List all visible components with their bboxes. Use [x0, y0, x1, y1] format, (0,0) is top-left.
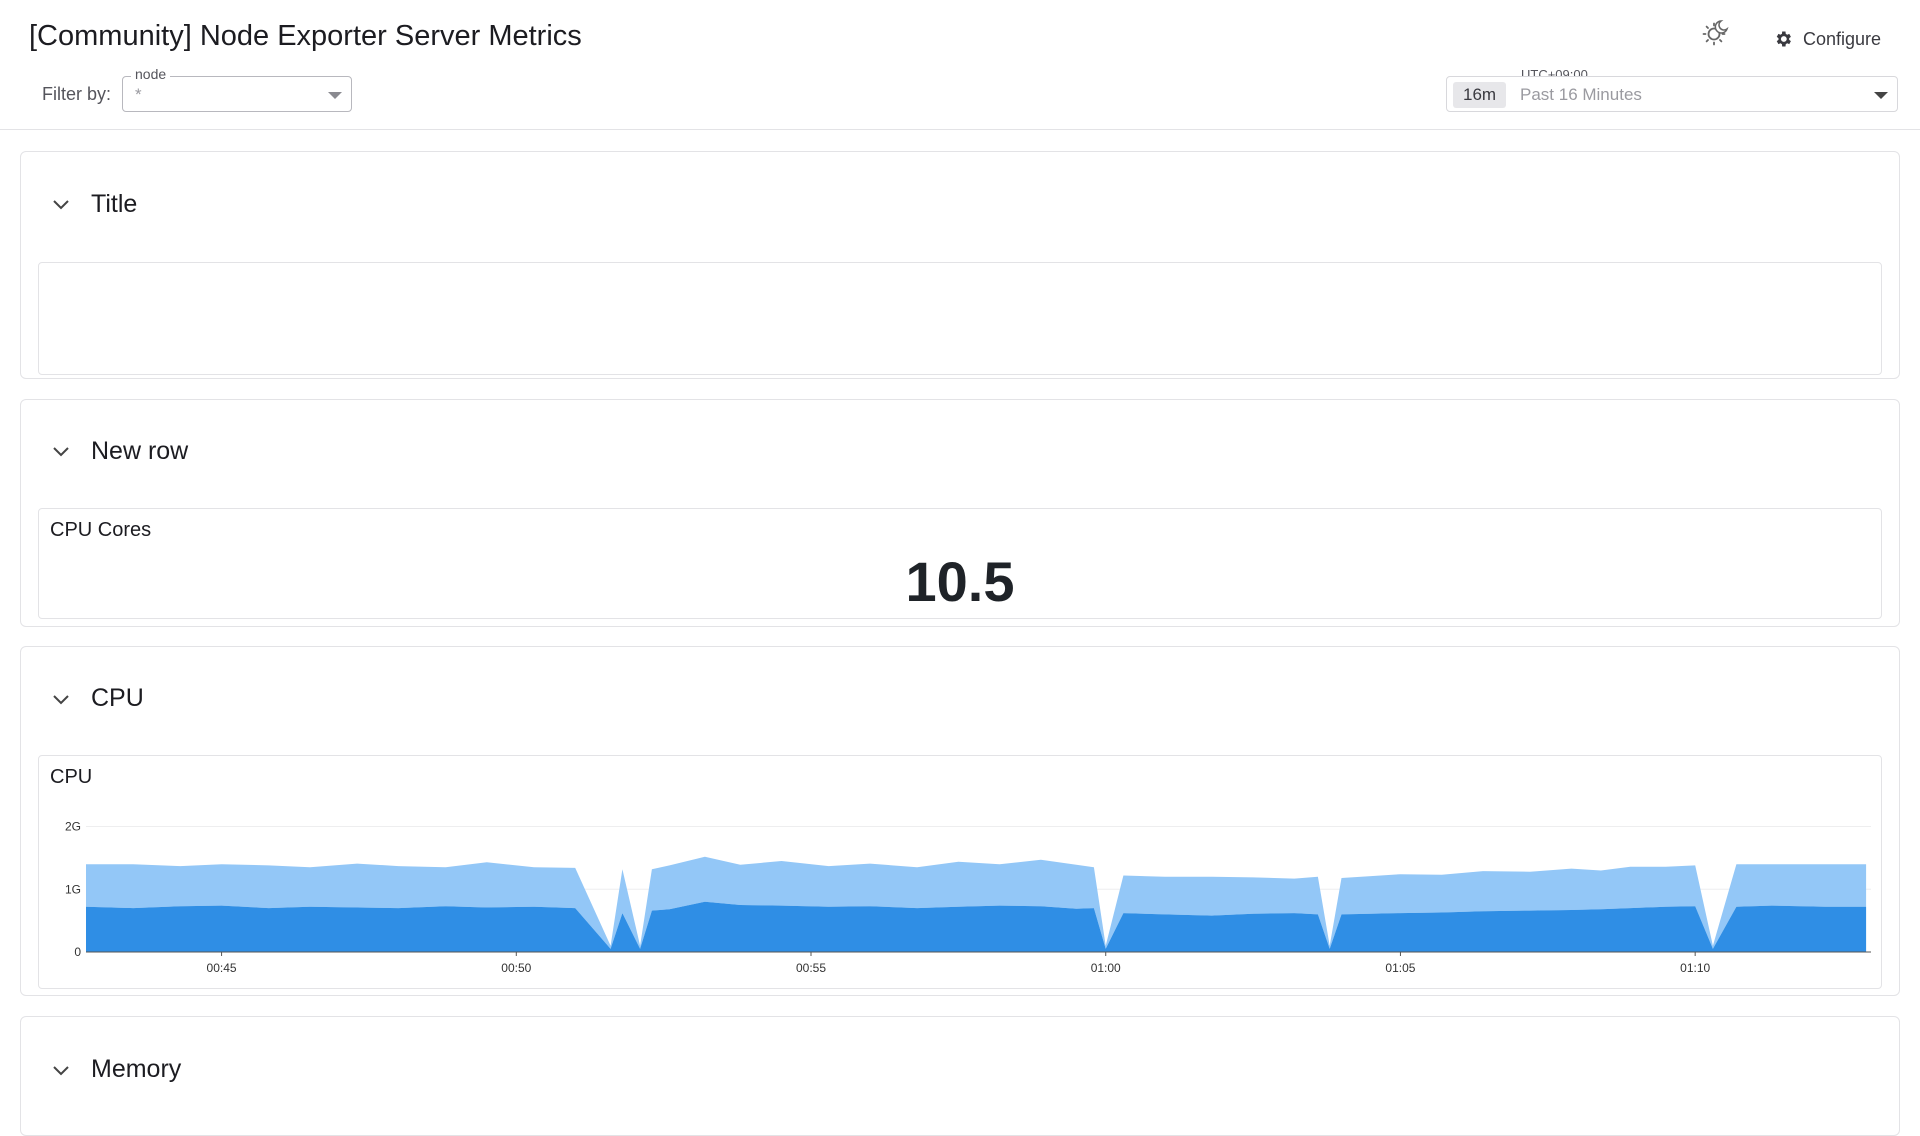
x-tick-label: 01:00 — [1091, 961, 1121, 975]
time-range-label: Past 16 Minutes — [1520, 85, 1642, 104]
node-filter-select[interactable]: node * — [122, 66, 352, 112]
row-new-row-section: New row CPU Cores 10.5 — [20, 399, 1900, 627]
row-title-label: New row — [91, 437, 189, 465]
row-memory-section: Memory — [20, 1016, 1900, 1136]
panel-title: CPU Cores — [50, 519, 152, 541]
configure-button[interactable]: Configure — [1773, 24, 1881, 54]
chevron-down-icon — [328, 92, 342, 99]
chevron-down-icon — [53, 695, 69, 705]
row-title-label: Title — [91, 190, 138, 218]
chevron-down-icon — [53, 200, 69, 210]
cpu-chart-panel: CPU 0 1G 2G 00:45 00:50 00:55 01:00 01:05 01:10 — [38, 755, 1882, 989]
node-filter-value: * — [135, 85, 142, 104]
configure-label: Configure — [1803, 28, 1882, 49]
chevron-down-icon — [53, 447, 69, 457]
y-tick-label: 1G — [65, 882, 81, 896]
x-tick-label: 00:50 — [501, 961, 531, 975]
filter-label: Filter by: — [42, 84, 112, 104]
row-title-label: CPU — [91, 684, 144, 712]
time-range-picker[interactable]: 16m Past 16 Minutes — [1446, 76, 1898, 112]
row-toggle-title[interactable]: Title — [21, 152, 1899, 252]
row-title-section: Title — [20, 151, 1900, 379]
row-toggle-new-row[interactable]: New row — [21, 400, 1899, 500]
chevron-down-icon — [53, 1066, 69, 1076]
dashboard-header: [Community] Node Exporter Server Metrics… — [0, 0, 1920, 130]
empty-panel — [38, 262, 1882, 375]
time-range-chip: 16m — [1453, 82, 1507, 108]
node-filter-legend: node — [131, 66, 171, 82]
row-title-label: Memory — [91, 1055, 182, 1083]
cpu-area-chart: 0 1G 2G 00:45 00:50 00:55 01:00 01:05 01:10 — [65, 820, 1871, 975]
series-area-upper — [86, 856, 1867, 949]
dashboard-title: [Community] Node Exporter Server Metrics — [29, 20, 582, 52]
cpu-cores-panel: CPU Cores 10.5 — [38, 508, 1882, 619]
y-tick-label: 0 — [74, 945, 81, 959]
row-toggle-memory[interactable]: Memory — [21, 1017, 1899, 1117]
theme-toggle-icon[interactable] — [1700, 18, 1730, 48]
row-toggle-cpu[interactable]: CPU — [21, 647, 1899, 747]
chevron-down-icon — [1874, 92, 1888, 99]
stat-value: 10.5 — [905, 550, 1015, 613]
x-tick-label: 01:05 — [1385, 961, 1415, 975]
gear-icon — [1776, 31, 1791, 47]
row-cpu-section: CPU CPU 0 1G 2G 00:45 00:50 00:55 01:00 01:05 01… — [20, 646, 1900, 996]
x-tick-label: 00:55 — [796, 961, 826, 975]
series-area-lower — [86, 901, 1867, 952]
x-tick-label: 00:45 — [207, 961, 237, 975]
x-tick-label: 01:10 — [1680, 961, 1710, 975]
y-tick-label: 2G — [65, 820, 81, 834]
panel-title: CPU — [50, 766, 93, 788]
